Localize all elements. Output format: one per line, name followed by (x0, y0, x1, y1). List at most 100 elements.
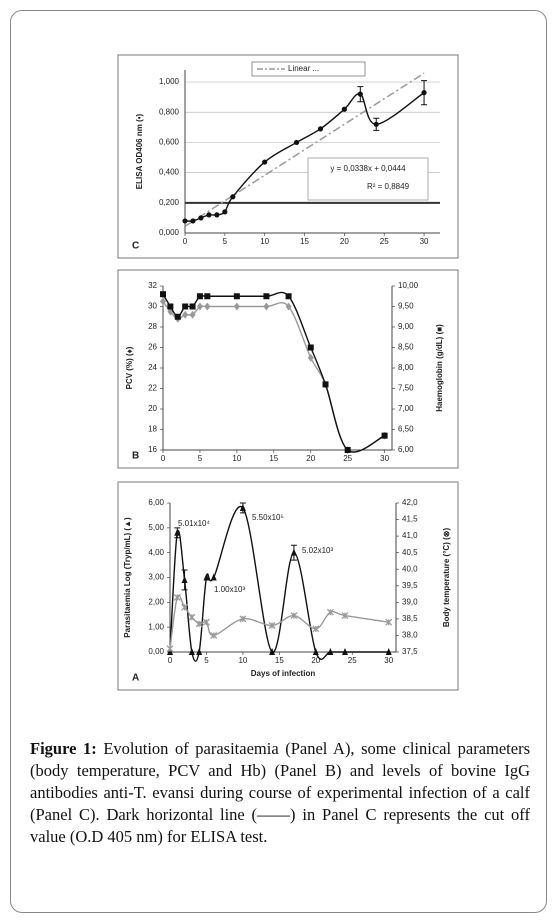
data-point (269, 648, 276, 655)
data-point (190, 218, 196, 224)
x-tick-label: 30 (380, 454, 389, 463)
data-point (263, 293, 270, 300)
data-point (385, 618, 393, 626)
data-point (204, 293, 211, 300)
y-tick-label: 0,00 (148, 647, 164, 656)
data-point (222, 209, 228, 215)
data-point (293, 139, 300, 146)
y2-tick-label: 7,00 (398, 404, 414, 413)
y2-tick-label: 6,00 (398, 445, 414, 454)
x-tick-label: 5 (223, 237, 228, 246)
data-point (421, 90, 427, 96)
y-tick-label: 0,400 (159, 168, 180, 177)
data-point (166, 645, 174, 653)
y-tick-label: 30 (148, 302, 157, 311)
y-tick-label: 5,00 (148, 523, 164, 532)
data-point (174, 313, 181, 320)
annotation: 5.50x10⁵ (252, 513, 284, 522)
data-point (312, 648, 319, 655)
data-point (195, 620, 203, 628)
y-tick-label: 16 (148, 445, 157, 454)
data-point (268, 622, 276, 629)
data-point (233, 302, 240, 311)
annotation: 1.00x10³ (214, 585, 245, 594)
y2-axis-title: Body temperature (°C) (⊗) (442, 528, 451, 628)
data-point (167, 303, 174, 310)
data-point (196, 648, 203, 655)
data-point (312, 625, 320, 633)
data-point (202, 618, 210, 626)
y2-tick-label: 9,50 (398, 302, 414, 311)
y-tick-label: 6,00 (148, 498, 164, 507)
data-point (344, 447, 351, 453)
y-tick-label: 0,800 (159, 107, 180, 116)
trend-equation: y = 0,0338x + 0,0444 (330, 164, 406, 173)
data-point (307, 353, 314, 362)
data-point (203, 573, 210, 581)
data-point (341, 648, 348, 655)
x-axis-title: Days of infection (251, 669, 316, 678)
data-point (341, 106, 347, 112)
data-point (381, 432, 388, 439)
data-point (196, 293, 203, 300)
series-line (162, 291, 385, 453)
annotation: 5.01x10⁴ (178, 519, 210, 528)
data-point (182, 310, 189, 319)
data-point (307, 344, 314, 351)
equation-box (307, 157, 429, 201)
data-point (188, 648, 195, 655)
y2-tick-label: 8,00 (398, 363, 414, 372)
data-point (160, 291, 166, 298)
x-tick-label: 30 (420, 237, 429, 246)
x-tick-label: 0 (161, 454, 166, 463)
data-point (357, 91, 363, 97)
y2-axis-title: Haemoglobin (g/dL) (■) (435, 324, 444, 412)
data-point (317, 126, 324, 132)
caption-text: Evolution of parasitaemia (Panel A), som… (30, 739, 531, 846)
y2-tick-label: 39,5 (402, 581, 418, 590)
series-line (169, 505, 389, 662)
panel-label: A (132, 673, 139, 684)
y2-tick-label: 38,0 (402, 631, 418, 640)
data-point (230, 194, 236, 200)
data-point (204, 302, 211, 311)
annotation: 5.02x10³ (302, 546, 333, 555)
data-point (189, 303, 196, 310)
trend-line (184, 72, 425, 227)
y2-tick-label: 6,50 (398, 425, 414, 434)
x-tick-label: 25 (343, 454, 352, 463)
y2-tick-label: 41,5 (402, 515, 418, 524)
y2-tick-label: 38,5 (402, 614, 418, 623)
data-point (322, 381, 329, 388)
data-point (326, 608, 334, 616)
data-point (206, 212, 212, 218)
x-tick-label: 20 (306, 454, 315, 463)
legend-box (251, 61, 366, 77)
x-tick-label: 25 (380, 237, 389, 246)
y2-tick-label: 40,0 (402, 564, 418, 573)
y-tick-label: 2,00 (148, 597, 164, 606)
data-point (233, 293, 240, 300)
series-line (162, 300, 385, 453)
y-tick-label: 32 (148, 281, 157, 290)
x-tick-label: 0 (183, 237, 188, 246)
x-tick-label: 10 (238, 656, 247, 665)
y2-tick-label: 8,50 (398, 343, 414, 352)
x-tick-label: 10 (260, 237, 269, 246)
caption: Figure 1: Evolution of parasitaemia (Pan… (30, 738, 530, 848)
data-point (181, 603, 189, 611)
x-tick-label: 0 (168, 656, 173, 665)
panel-frame (117, 481, 459, 691)
data-point (327, 648, 334, 655)
data-point (210, 631, 218, 639)
data-point (210, 573, 217, 581)
data-point (290, 612, 298, 620)
x-tick-label: 5 (204, 656, 209, 665)
data-point (160, 297, 166, 306)
x-tick-label: 10 (232, 454, 241, 463)
y-tick-label: 18 (148, 425, 157, 434)
y2-tick-label: 41,0 (402, 531, 418, 540)
data-point (173, 593, 181, 601)
data-point (285, 302, 292, 311)
data-point (385, 648, 392, 655)
